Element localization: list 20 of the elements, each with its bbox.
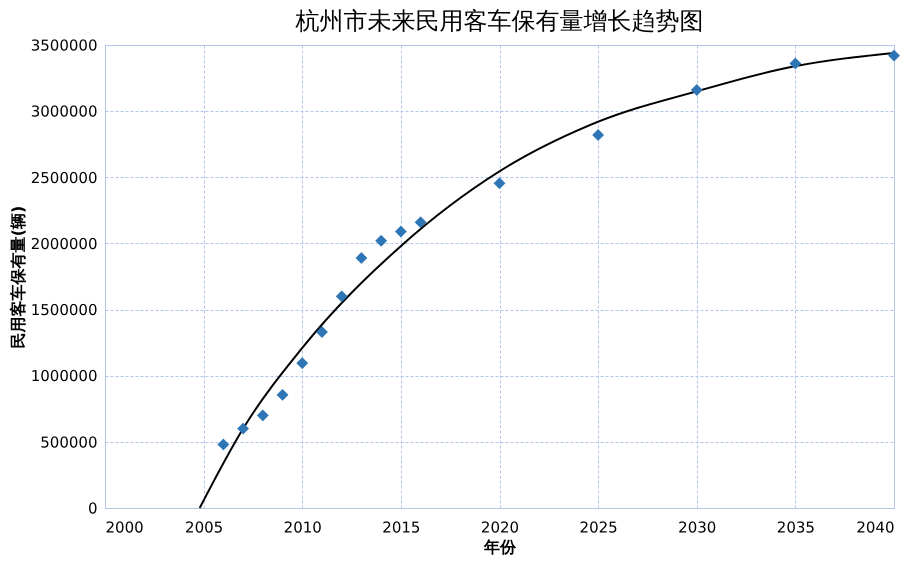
x-tick-label: 2010 <box>284 518 322 536</box>
y-tick-label: 0 <box>88 500 98 518</box>
x-tick-label: 2000 <box>106 518 144 536</box>
y-tick-label: 1500000 <box>30 301 98 320</box>
x-tick-label: 2035 <box>776 518 815 536</box>
x-tick-label: 2030 <box>678 518 716 536</box>
x-axis-title: 年份 <box>483 538 517 556</box>
chart-title: 杭州市未来民用客车保有量增长趋势图 <box>294 7 704 35</box>
x-tick-label: 2040 <box>856 518 894 536</box>
x-tick-label: 2020 <box>480 518 520 536</box>
y-tick-label: 3000000 <box>30 102 98 121</box>
y-tick-label: 3500000 <box>30 36 98 54</box>
y-tick-label: 500000 <box>40 433 98 452</box>
x-tick-label: 2025 <box>580 518 618 536</box>
y-tick-label: 2000000 <box>30 234 98 253</box>
y-axis-title: 民用客车保有量(辆) <box>8 206 28 348</box>
x-tick-label: 2015 <box>382 518 420 536</box>
y-tick-label: 2500000 <box>30 168 98 187</box>
y-tick-label: 1000000 <box>30 367 98 386</box>
x-tick-label: 2005 <box>185 518 224 536</box>
